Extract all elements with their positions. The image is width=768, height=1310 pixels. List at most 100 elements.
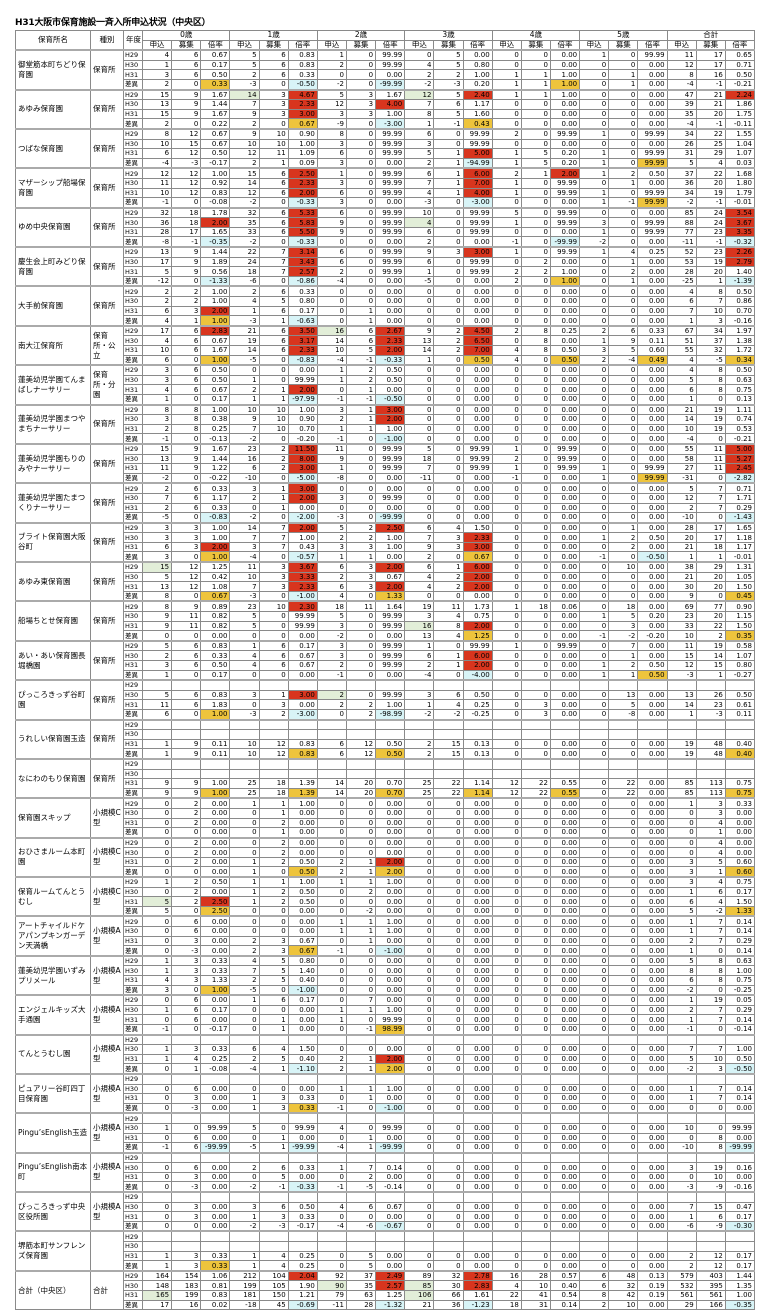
- ratio-cell: 99.99: [375, 148, 406, 159]
- ratio-cell: 0.00: [637, 99, 668, 110]
- applications-cell: 0: [491, 994, 522, 1006]
- ratio-cell: 1.86: [724, 99, 756, 110]
- applications-cell: -5: [229, 354, 260, 366]
- table-row: H30 7 6 1.17 2 1 2.00 3 0 99.99 0 0 0.00 0 0 0.00 0 0 0.00…: [16, 492, 756, 504]
- applications-cell: 0: [491, 296, 522, 307]
- applications-cell: 0: [491, 620, 522, 632]
- capacity-cell: 6: [171, 482, 202, 494]
- applications-cell: 7: [229, 581, 260, 592]
- applications-cell: 2: [141, 285, 173, 298]
- applications-cell: 1: [491, 600, 522, 613]
- applications-cell: [579, 1151, 610, 1164]
- applications-cell: 0: [579, 1220, 610, 1232]
- table-row: 差異 -12 0 -1.33 -6 0 -0.86 -4 0 0.00 -5 0 0.00 2 0 1.00 0…: [16, 275, 756, 287]
- capacity-cell: 0: [520, 521, 551, 534]
- applications-cell: 6: [404, 650, 435, 661]
- year-cell: H31: [123, 896, 143, 907]
- applications-cell: 0: [141, 797, 173, 809]
- ratio-cell: 99.99: [375, 639, 406, 652]
- capacity-cell: 0: [608, 305, 639, 317]
- ratio-cell: 0.00: [637, 1044, 668, 1055]
- ratio-cell: 0.00: [637, 59, 668, 71]
- applications-cell: 0: [404, 945, 435, 957]
- applications-cell: 7: [404, 99, 435, 110]
- applications-cell: [666, 718, 697, 731]
- capacity-cell: 8: [695, 1132, 726, 1144]
- facility-name: 蓮美幼児学園てんまばしナーサリー: [15, 364, 91, 406]
- ratio-cell: 0.00: [375, 817, 406, 829]
- ratio-cell: 0.00: [637, 708, 668, 721]
- ratio-cell: 1.00: [549, 69, 581, 80]
- ratio-cell: 0.00: [200, 945, 231, 957]
- applications-cell: 0: [579, 275, 610, 287]
- capacity-cell: [171, 1241, 202, 1252]
- capacity-cell: 0: [345, 217, 377, 228]
- ratio-cell: -0.21: [724, 433, 756, 445]
- ratio-cell: 99.99: [375, 167, 406, 179]
- ratio-cell: 1.00: [375, 915, 406, 928]
- applications-cell: -3: [666, 1181, 697, 1193]
- capacity-cell: 0: [520, 581, 551, 592]
- capacity-cell: 0: [520, 1093, 551, 1104]
- capacity-cell: 20: [345, 778, 377, 789]
- ratio-cell: 1.44: [724, 1269, 756, 1282]
- applications-cell: 1: [316, 926, 347, 937]
- ratio-cell: 0.00: [375, 905, 406, 917]
- table-row: ブライト保育園大阪谷町 保育所 H29 3 3 1.00 14 7 2.00 5 2 2.50 6 4 1.…: [15, 521, 756, 563]
- ratio-cell: 0.50: [637, 669, 668, 681]
- capacity-cell: [433, 768, 464, 780]
- applications-cell: 1: [229, 305, 260, 317]
- applications-cell: 0: [579, 1093, 610, 1104]
- applications-cell: 0: [141, 1201, 173, 1213]
- year-cell: H30: [123, 99, 143, 110]
- applications-cell: 4: [404, 581, 435, 592]
- ratio-cell: 0.00: [287, 1083, 318, 1095]
- ratio-cell: 0.00: [200, 1201, 231, 1213]
- capacity-cell: 0: [345, 650, 377, 661]
- capacity-cell: [520, 1151, 551, 1164]
- applications-cell: 1: [491, 246, 522, 258]
- ratio-cell: 0.00: [549, 748, 581, 760]
- ratio-cell: 0.00: [287, 836, 318, 849]
- applications-cell: 0: [229, 630, 260, 642]
- ratio-cell: [375, 1151, 406, 1164]
- applications-cell: -1: [579, 630, 610, 642]
- table-row: 蓮美幼児学園いずみプリメール 小規模A型 H29 1 3 0.33 4 5 0.80 0 0 0.00…: [15, 954, 756, 996]
- ratio-cell: 0.00: [549, 738, 581, 750]
- facility-type: 合計: [90, 1269, 124, 1310]
- applications-cell: 561: [666, 1290, 697, 1301]
- capacity-cell: 0: [695, 433, 726, 445]
- capacity-cell: 1: [345, 305, 377, 317]
- capacity-cell: 8: [171, 403, 202, 416]
- applications-cell: [404, 757, 435, 770]
- applications-cell: 0: [229, 836, 260, 849]
- capacity-cell: 6: [171, 59, 202, 71]
- capacity-cell: -3: [171, 945, 202, 957]
- capacity-cell: [520, 1072, 551, 1085]
- capacity-cell: 0: [433, 393, 464, 406]
- capacity-cell: 0: [433, 1023, 464, 1036]
- ratio-cell: 0.80: [724, 660, 756, 671]
- ratio-cell: 2.00: [287, 492, 318, 504]
- table-row: 差異 0 0 0.00 0 1 0.00 0 0 0.00 0 0 0.00 0 0 0.00 0 0 0.00 0 1…: [16, 827, 756, 839]
- capacity-cell: [695, 718, 726, 731]
- capacity-cell: 0: [345, 127, 377, 140]
- applications-cell: 0: [491, 551, 522, 563]
- applications-cell: -2: [579, 236, 610, 248]
- ratio-cell: 0.13: [724, 393, 756, 406]
- ratio-cell: 0.00: [637, 797, 668, 809]
- capacity-cell: [695, 729, 726, 740]
- applications-cell: 2: [316, 866, 347, 878]
- applications-cell: 0: [316, 1132, 347, 1144]
- capacity-cell: -3: [171, 1102, 202, 1114]
- ratio-cell: 0.00: [637, 1014, 668, 1025]
- applications-cell: 1: [666, 1014, 697, 1025]
- ratio-cell: 0.00: [724, 847, 756, 858]
- ratio-cell: 1.00: [200, 984, 231, 996]
- ratio-cell: 0.00: [549, 285, 581, 298]
- applications-cell: [404, 729, 435, 740]
- applications-cell: 0: [579, 59, 610, 71]
- ratio-cell: -0.08: [200, 197, 231, 209]
- ratio-cell: 0.00: [462, 1201, 493, 1213]
- capacity-cell: 2: [258, 817, 289, 829]
